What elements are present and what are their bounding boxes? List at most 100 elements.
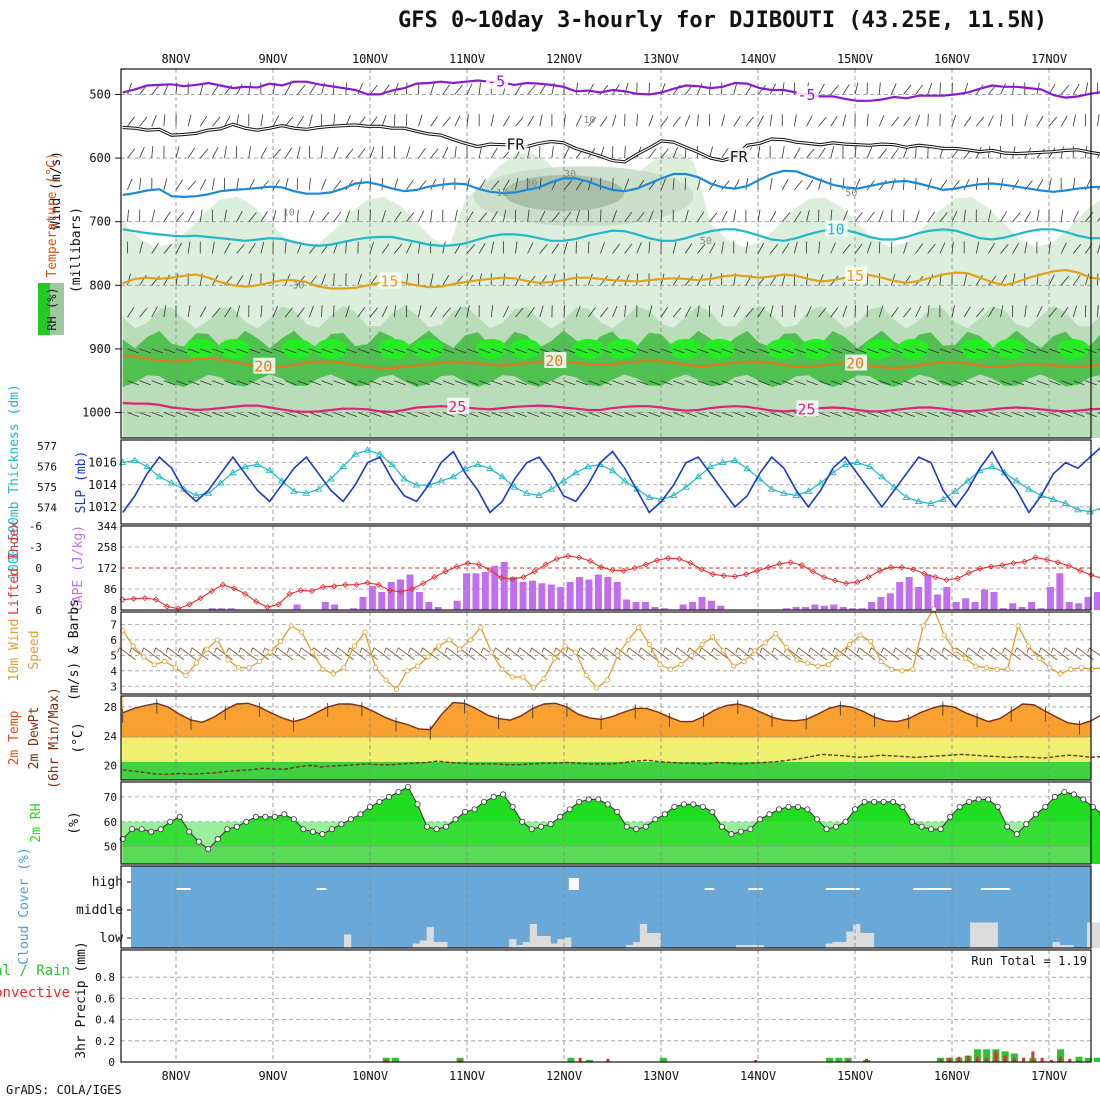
wind-barb xyxy=(454,146,457,159)
thickness-point xyxy=(437,477,445,484)
rh-point xyxy=(404,783,411,790)
wind-barb xyxy=(697,380,709,386)
li-point xyxy=(609,567,616,574)
wind-barb xyxy=(963,348,976,354)
wind-barb xyxy=(878,148,888,159)
rh-point xyxy=(490,793,497,800)
thickness-point xyxy=(743,464,752,472)
cape-bar xyxy=(406,574,414,610)
wind-barb xyxy=(915,243,923,254)
thickness-point xyxy=(571,468,580,476)
wind-barb xyxy=(211,177,215,190)
wind-barb xyxy=(806,380,818,386)
wind-barb xyxy=(563,180,572,191)
cloud-high-streak xyxy=(176,888,191,890)
wind-barb xyxy=(769,412,782,418)
li-line xyxy=(122,555,1100,610)
wind-barb xyxy=(648,210,654,222)
cape-bar xyxy=(472,573,480,610)
wind-barb xyxy=(600,275,608,286)
wind-barb xyxy=(988,275,997,286)
wind-barb xyxy=(321,212,330,222)
wind-barb xyxy=(866,412,879,418)
wind-barb xyxy=(891,83,897,95)
cape-bar xyxy=(679,604,687,610)
rh-point xyxy=(500,791,507,798)
cape-bar xyxy=(660,608,668,610)
wind-barb xyxy=(224,115,231,127)
isotherm-label: 10 xyxy=(827,220,845,238)
rh-point xyxy=(462,808,469,815)
wind-barb xyxy=(599,242,605,254)
rh-point xyxy=(614,808,621,815)
wind-barb xyxy=(1060,115,1068,127)
wind-barb xyxy=(224,306,232,318)
cape-frame xyxy=(120,525,1092,611)
wind-barb xyxy=(721,348,734,354)
li-point xyxy=(999,562,1006,569)
precip-tick-label: 0.2 xyxy=(95,1035,115,1048)
wind-barb xyxy=(1048,116,1058,127)
wind-barb xyxy=(600,348,612,354)
surface-wind-barb-flag xyxy=(893,647,896,653)
surface-wind-barb xyxy=(313,647,330,661)
wind-speed-line xyxy=(122,607,1100,691)
wind-barb xyxy=(684,306,692,318)
thickness-point xyxy=(216,479,225,486)
wind-barb xyxy=(466,348,479,354)
isotherm-label: FR xyxy=(730,148,749,166)
wind-speed-point xyxy=(615,652,621,658)
wind-speed-point xyxy=(889,666,895,672)
wind-barb xyxy=(260,412,273,418)
cape-bar xyxy=(425,602,433,610)
thickness-tick-label: 575 xyxy=(37,481,57,494)
cloud-low-bar xyxy=(536,936,544,948)
thickness-point xyxy=(1049,495,1058,502)
wind-speed-point xyxy=(478,624,484,631)
thickness-point xyxy=(939,495,947,502)
wind-barb xyxy=(151,275,160,286)
li-point xyxy=(297,587,304,594)
thickness-point xyxy=(535,491,543,498)
wind-barb xyxy=(988,243,995,254)
wind-barb xyxy=(1012,82,1015,95)
surface-wind-barb xyxy=(980,647,997,661)
wind-barb xyxy=(793,305,796,318)
wind-barb xyxy=(879,380,891,386)
surface-wind-barb-flag xyxy=(420,647,423,653)
cape-bar xyxy=(1094,592,1100,610)
precip-total-bar xyxy=(391,1057,399,1062)
wind-barb xyxy=(151,115,157,127)
rh-point xyxy=(262,813,269,820)
temp-tick-label: 28 xyxy=(104,701,117,714)
li-point xyxy=(475,561,482,568)
cape-bar xyxy=(359,597,367,610)
wind-speed-point xyxy=(920,623,926,629)
wind-barb xyxy=(151,243,159,254)
surface-wind-barb-flag xyxy=(347,647,351,653)
li-point xyxy=(687,560,694,567)
cape-bar xyxy=(594,574,602,610)
wind-barb xyxy=(976,412,988,418)
cloud-low-bar xyxy=(626,945,634,948)
wind-speed-point xyxy=(141,654,147,660)
wind-barb xyxy=(818,412,831,418)
wind-barb xyxy=(648,348,661,354)
wind-barb xyxy=(1072,177,1076,190)
surface-wind-barb-flag xyxy=(626,647,630,653)
li-point xyxy=(754,567,761,574)
wind-barb xyxy=(139,241,143,254)
wind-barb xyxy=(272,305,279,318)
wind-barb xyxy=(345,241,347,254)
li-point xyxy=(832,577,839,584)
wind-barb xyxy=(781,146,785,159)
wind-barb xyxy=(927,305,930,318)
li-point xyxy=(665,555,672,562)
precip-convective-bar xyxy=(985,1057,989,1062)
wind-speed-point xyxy=(815,663,821,669)
upper-air-frame xyxy=(120,68,1092,439)
wind-barb xyxy=(357,412,370,418)
wind-barb xyxy=(503,412,515,418)
cape-bar xyxy=(792,607,800,610)
